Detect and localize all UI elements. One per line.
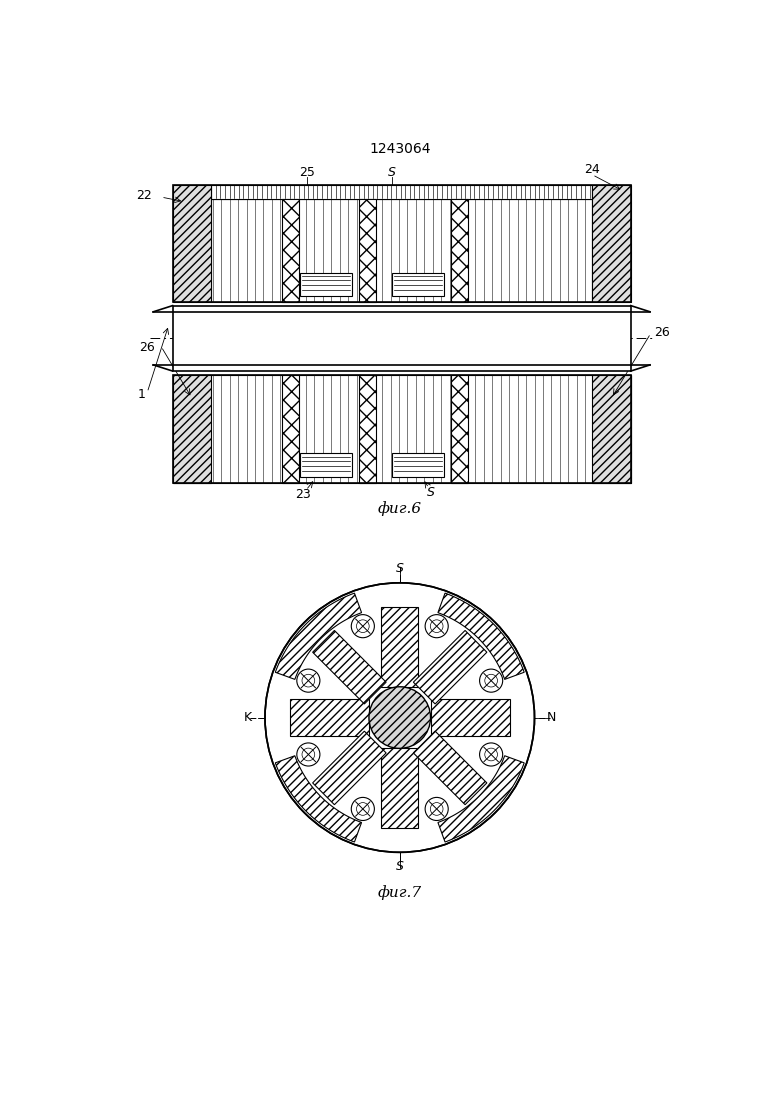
Bar [282, 199, 299, 302]
Circle shape [351, 797, 374, 821]
Text: S: S [427, 486, 434, 500]
Bar [300, 272, 352, 296]
Circle shape [297, 670, 320, 693]
Text: 26: 26 [139, 342, 155, 354]
Bar [211, 199, 592, 302]
Polygon shape [413, 631, 487, 704]
Bar [392, 272, 445, 296]
Circle shape [265, 582, 534, 853]
Text: фиг.7: фиг.7 [378, 885, 422, 900]
Bar [592, 375, 631, 483]
Text: 1: 1 [138, 387, 146, 400]
Text: 3: 3 [452, 611, 459, 624]
Bar [452, 199, 468, 302]
Polygon shape [381, 748, 418, 827]
Text: 26: 26 [654, 326, 669, 339]
Polygon shape [275, 593, 362, 679]
Polygon shape [438, 756, 524, 842]
Bar [172, 375, 631, 483]
Text: 25: 25 [300, 165, 315, 179]
Bar [211, 184, 592, 199]
Text: K: K [244, 711, 252, 724]
Circle shape [480, 743, 502, 765]
Bar [300, 453, 352, 476]
Bar [172, 375, 631, 483]
Text: 1: 1 [463, 722, 471, 736]
Bar [592, 184, 631, 302]
Polygon shape [289, 699, 369, 736]
Text: 4: 4 [282, 676, 289, 689]
Text: 22: 22 [136, 189, 152, 202]
Text: 23: 23 [296, 488, 311, 501]
Bar [392, 453, 445, 476]
Text: 2: 2 [328, 715, 336, 728]
Bar [452, 375, 468, 483]
Polygon shape [381, 608, 418, 687]
Circle shape [351, 614, 374, 638]
Bar [172, 306, 631, 371]
Text: S: S [388, 165, 396, 179]
Text: 5: 5 [479, 629, 487, 642]
Circle shape [480, 670, 502, 693]
Circle shape [297, 743, 320, 765]
Circle shape [425, 614, 448, 638]
Text: 22: 22 [319, 650, 335, 663]
Polygon shape [438, 593, 524, 679]
Bar [172, 375, 211, 483]
Polygon shape [431, 699, 510, 736]
Polygon shape [275, 756, 362, 842]
Circle shape [369, 687, 431, 748]
Text: 24: 24 [584, 163, 600, 175]
Text: S: S [395, 563, 404, 576]
Text: фиг.6: фиг.6 [378, 501, 422, 515]
Polygon shape [313, 631, 386, 704]
Polygon shape [313, 731, 386, 805]
Circle shape [425, 797, 448, 821]
Text: 1243064: 1243064 [369, 142, 431, 157]
Polygon shape [413, 731, 487, 805]
Bar [359, 375, 376, 483]
Text: S: S [395, 859, 404, 872]
Bar [172, 184, 211, 302]
Bar [359, 199, 376, 302]
Bar [172, 184, 631, 302]
Text: N: N [547, 711, 556, 724]
Bar [282, 375, 299, 483]
